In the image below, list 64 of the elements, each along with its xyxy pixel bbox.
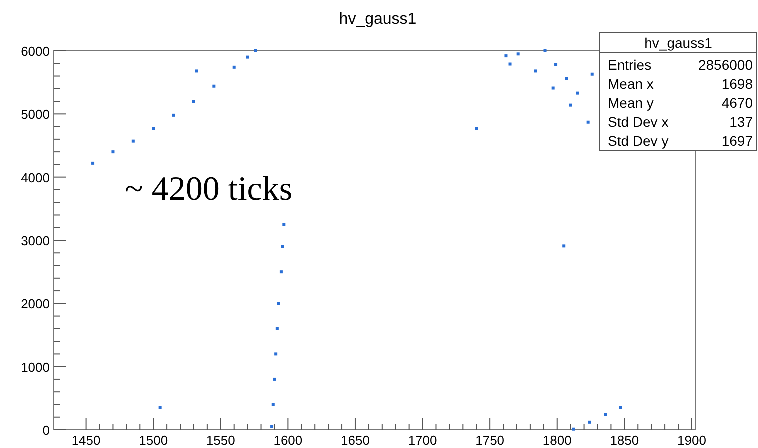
point bbox=[475, 127, 478, 130]
point bbox=[576, 92, 580, 95]
text: Mean y 4670 bbox=[608, 95, 753, 111]
point bbox=[562, 244, 566, 248]
point bbox=[192, 100, 196, 104]
point bbox=[254, 50, 258, 52]
point bbox=[246, 56, 250, 59]
point bbox=[272, 403, 275, 406]
point bbox=[588, 420, 592, 424]
x-tick-label: 1550 bbox=[206, 433, 236, 448]
y-tick-label: 5000 bbox=[21, 107, 50, 122]
point bbox=[552, 86, 555, 90]
x-tick-label: 1450 bbox=[72, 433, 101, 448]
x-tick-label: 1900 bbox=[678, 433, 706, 448]
point bbox=[212, 84, 216, 88]
point bbox=[273, 378, 276, 381]
point bbox=[277, 302, 280, 306]
point bbox=[281, 245, 284, 248]
point bbox=[604, 413, 608, 416]
text: Entries 2856000 bbox=[608, 57, 753, 73]
text: Std Dev x 137 bbox=[608, 114, 753, 130]
y-tick-label: 1000 bbox=[21, 360, 50, 375]
point bbox=[572, 428, 576, 431]
annotation: hv_gauss1 bbox=[644, 35, 713, 51]
point bbox=[274, 352, 278, 356]
x-tick-label: 1650 bbox=[341, 433, 370, 448]
point bbox=[112, 150, 115, 154]
chart-title: hv_gauss1 bbox=[339, 11, 417, 28]
point bbox=[92, 162, 95, 165]
point bbox=[586, 120, 590, 124]
point bbox=[270, 425, 274, 428]
point bbox=[158, 406, 162, 410]
y-tick-label: 3000 bbox=[21, 234, 50, 248]
point bbox=[544, 50, 547, 52]
text: Std Dev y 1697 bbox=[608, 133, 753, 149]
point bbox=[280, 270, 283, 274]
y-tick-label: 6000 bbox=[21, 44, 50, 59]
point bbox=[569, 104, 572, 107]
y-tick-label: 0 bbox=[42, 423, 50, 438]
point bbox=[554, 63, 558, 66]
x-tick-label: 1800 bbox=[542, 433, 572, 448]
point bbox=[619, 406, 622, 410]
x-tick-label: 1500 bbox=[139, 433, 168, 448]
point bbox=[516, 52, 520, 56]
point bbox=[565, 77, 568, 80]
point bbox=[508, 62, 512, 66]
y-tick-label: 2000 bbox=[21, 296, 50, 312]
text: Mean x 1698 bbox=[608, 76, 753, 92]
x-tick-label: 1850 bbox=[610, 433, 640, 448]
point bbox=[504, 54, 508, 58]
annotation: ~ 4200 ticks bbox=[125, 171, 293, 208]
x-tick-label: 1750 bbox=[476, 433, 505, 448]
point bbox=[132, 140, 135, 143]
x-tick-label: 1600 bbox=[274, 433, 303, 448]
point bbox=[195, 70, 198, 73]
point bbox=[232, 66, 236, 69]
x-tick-label: 1700 bbox=[408, 433, 438, 448]
point bbox=[276, 327, 279, 330]
point bbox=[590, 72, 594, 76]
point bbox=[282, 223, 286, 226]
point bbox=[152, 127, 156, 130]
point bbox=[534, 70, 538, 73]
point bbox=[172, 114, 176, 117]
y-tick-label: 4000 bbox=[21, 170, 50, 186]
